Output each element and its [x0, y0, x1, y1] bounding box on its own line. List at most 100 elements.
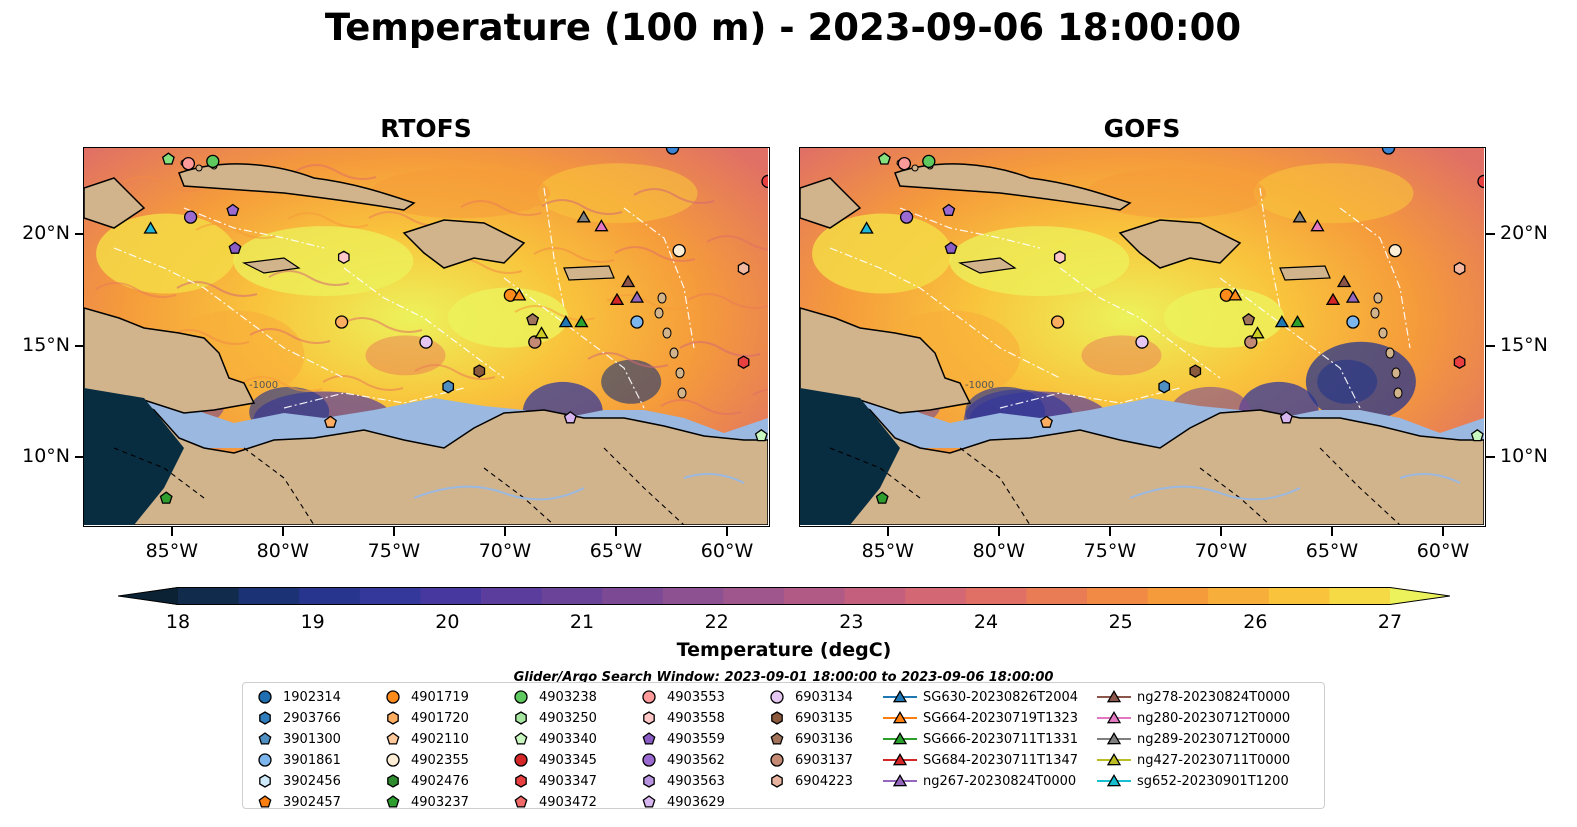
lon-tick-mark: [281, 527, 284, 536]
legend-pentagon-icon: [258, 732, 272, 745]
lat-tick-mark: [75, 456, 84, 459]
eddy-filament: [287, 212, 369, 228]
eddy-filament: [687, 293, 769, 309]
legend-label: 4903562: [667, 752, 725, 768]
float-marker-triangle: [1292, 210, 1307, 223]
legend-label: sg652-20230901T1200: [1137, 773, 1289, 789]
lesser-antilles-island: [669, 347, 679, 359]
float-marker-pentagon: [944, 241, 958, 254]
legend-triangle-icon: [883, 711, 917, 724]
colorbar-tick-label: 22: [704, 611, 729, 633]
lat-tick-mark: [75, 344, 84, 347]
temperature-anomaly: [1253, 163, 1414, 224]
legend-circle-icon: [642, 753, 656, 767]
gofs-map-canvas: -1000: [800, 148, 1485, 526]
float-marker-circle: [1477, 174, 1485, 189]
legend-circle-icon: [386, 690, 400, 704]
legend-entry: 3901300: [253, 729, 341, 749]
legend-entry: 4901719: [381, 687, 469, 707]
country-border: [243, 447, 315, 526]
yucatan-land: [800, 177, 862, 229]
colorbar-tick-label: 25: [1108, 611, 1133, 633]
legend-circle-icon: [642, 690, 656, 704]
eddy-filament: [241, 376, 323, 392]
lon-tick-label: 75°W: [1083, 540, 1137, 562]
jamaica-land: [957, 257, 1017, 274]
legend-triangle-icon: [883, 753, 917, 766]
colorbar-bin: [1208, 587, 1270, 605]
eez-boundary: [343, 267, 505, 379]
temperature-anomaly: [537, 163, 698, 224]
legend-entry: 3901861: [253, 750, 341, 770]
legend-circle-icon: [386, 753, 400, 767]
lon-tick-label: 60°W: [700, 540, 754, 562]
float-marker-circle: [528, 335, 542, 349]
legend-entry: 4903250: [509, 708, 597, 728]
float-marker-circle: [1244, 335, 1258, 349]
colorbar-bin: [1026, 587, 1088, 605]
eez-boundary: [1059, 267, 1221, 379]
legend-label: 4903238: [539, 689, 597, 705]
eddy-filament: [633, 188, 715, 204]
float-marker-hexagon: [1453, 355, 1466, 369]
float-marker-triangle: [574, 315, 589, 328]
legend-entry: 4903559: [637, 729, 725, 749]
legend-label: 4902476: [411, 773, 469, 789]
figure-title: Temperature (100 m) - 2023-09-06 18:00:0…: [324, 6, 1242, 49]
float-marker-pentagon: [1040, 415, 1053, 428]
temperature-anomaly: [949, 226, 1130, 297]
river: [683, 473, 745, 484]
legend-hexagon-icon: [643, 711, 655, 725]
legend-entry: SG666-20230711T1331: [883, 729, 1078, 749]
legend-label: SG664-20230719T1323: [923, 710, 1079, 726]
float-marker-pentagon: [1279, 411, 1293, 424]
colorbar-bin: [178, 587, 240, 605]
eddy-filament: [414, 364, 496, 380]
float-marker-circle: [1050, 315, 1065, 329]
float-marker-circle: [1135, 335, 1149, 349]
legend-label: 3902456: [283, 773, 341, 789]
eddy-filament: [249, 328, 331, 344]
legend-entry: 4903347: [509, 771, 597, 791]
colorbar-bin: [723, 587, 785, 605]
legend-triangle-icon: [883, 732, 917, 745]
float-marker-triangle: [594, 219, 609, 232]
legend-label: 4903250: [539, 710, 597, 726]
legend-entry: 4902355: [381, 750, 469, 770]
legend-label: SG684-20230711T1347: [923, 752, 1079, 768]
legend-entry: 2903766: [253, 708, 341, 728]
temperature-anomaly: [1305, 341, 1416, 422]
float-marker-pentagon: [324, 415, 337, 428]
float-marker-circle: [899, 210, 914, 224]
gofs-map: -1000: [799, 147, 1486, 527]
legend-label: 4903558: [667, 710, 725, 726]
lesser-antilles-island: [1391, 367, 1401, 379]
lon-tick-label: 85°W: [145, 540, 199, 562]
float-marker-triangle: [1290, 315, 1305, 328]
lon-tick-mark: [1108, 527, 1111, 536]
float-marker-pentagon: [877, 152, 891, 165]
colorbar-bin: [905, 587, 967, 605]
legend-label: SG666-20230711T1331: [923, 731, 1079, 747]
eddy-filament: [176, 281, 258, 297]
isobath-label: -1000: [249, 380, 278, 391]
float-marker-circle: [206, 154, 220, 169]
float-marker-circle: [761, 174, 769, 189]
legend-label: 4903472: [539, 794, 597, 810]
legend-pentagon-icon: [770, 732, 784, 745]
legend-pentagon-icon: [386, 795, 400, 808]
legend-entry: 4903340: [509, 729, 597, 749]
legend-circle-icon: [258, 690, 272, 704]
lesser-antilles-island: [662, 327, 672, 339]
legend-entry: 6904223: [765, 771, 853, 791]
colorbar-bin: [299, 587, 361, 605]
float-marker-circle: [1388, 243, 1402, 258]
lon-tick-mark: [392, 527, 395, 536]
legend-label: 1902314: [283, 689, 341, 705]
float-marker-pentagon: [875, 491, 889, 504]
eddy-filament: [268, 270, 350, 286]
lesser-antilles-island: [657, 292, 667, 304]
legend-label: 4902110: [411, 731, 469, 747]
legend-entry: 4903238: [509, 687, 597, 707]
lesser-antilles-island: [675, 367, 685, 379]
